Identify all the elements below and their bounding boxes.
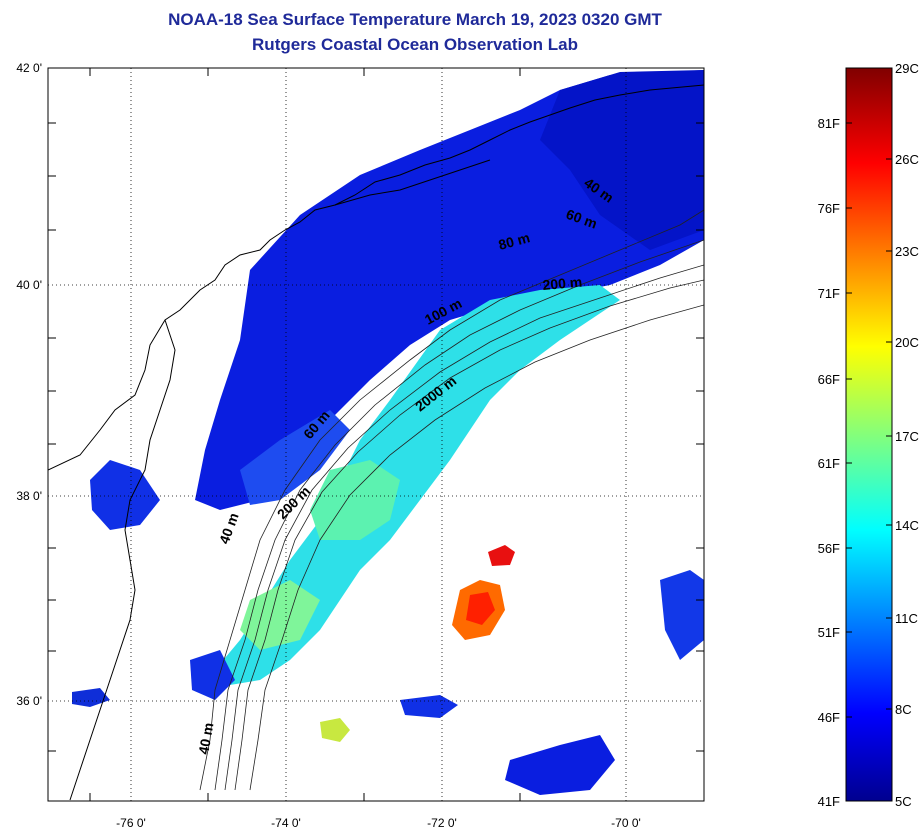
sst-cold-patch-south	[400, 695, 458, 718]
lat-label-38: 38 0'	[16, 489, 42, 503]
contour-200m	[234, 279, 704, 791]
coastline	[48, 84, 704, 471]
sst-hot-eddy-north	[488, 545, 515, 566]
map-subtitle: Rutgers Coastal Ocean Observation Lab	[252, 35, 578, 54]
cb-label-41f: 41F	[818, 794, 840, 809]
cb-label-26c: 26C	[895, 152, 919, 167]
cb-label-29c: 29C	[895, 61, 919, 76]
contour-2000m	[249, 304, 704, 791]
lon-label-70: -70 0'	[611, 816, 641, 830]
sst-warm-patch-south	[240, 580, 320, 650]
sst-warm-small-1	[320, 718, 350, 742]
lat-label-40: 40 0'	[16, 278, 42, 292]
map-plot-area	[48, 70, 704, 801]
cb-label-51f: 51F	[818, 625, 840, 640]
cb-label-17c: 17C	[895, 429, 919, 444]
map-frame	[47, 67, 705, 802]
axis-ticks	[48, 68, 704, 801]
map-title: NOAA-18 Sea Surface Temperature March 19…	[168, 10, 662, 29]
graticule	[48, 68, 704, 801]
sst-gulf-stream-band	[215, 285, 620, 685]
sst-cold-northeast	[540, 70, 704, 250]
coastline-li	[334, 159, 491, 206]
sst-cold-patch-east	[660, 570, 704, 660]
lat-label-42: 42 0'	[16, 61, 42, 75]
cb-label-20c: 20C	[895, 335, 919, 350]
contour-label-40m-south: 40 m	[195, 721, 216, 755]
cb-label-56f: 56F	[818, 541, 840, 556]
lat-label-36: 36 0'	[16, 694, 42, 708]
contour-40m	[199, 209, 704, 791]
contour-label-200m-ne: 200 m	[542, 274, 583, 293]
colorbar: 81F 76F 71F 66F 61F 56F 51F 46F 41F 29C …	[818, 61, 919, 809]
cb-label-61f: 61F	[818, 456, 840, 471]
contour-60m	[214, 239, 704, 791]
cb-label-23c: 23C	[895, 244, 919, 259]
lon-label-74: -74 0'	[271, 816, 301, 830]
cb-label-11c: 11C	[895, 611, 918, 626]
cb-label-66f: 66F	[818, 372, 840, 387]
cb-label-5c: 5C	[895, 794, 912, 809]
sst-cold-patch-offshore	[505, 735, 615, 795]
lon-label-76: -76 0'	[116, 816, 146, 830]
sst-hot-eddy-core	[466, 592, 495, 625]
cb-label-14c: 14C	[895, 518, 919, 533]
sst-cold-shelf-mid	[240, 410, 350, 505]
cb-label-8c: 8C	[895, 702, 912, 717]
contour-80m	[224, 264, 704, 791]
lon-label-72: -72 0'	[427, 816, 457, 830]
cb-label-76f: 76F	[818, 201, 840, 216]
coastline-delmarva	[69, 319, 176, 801]
sst-cold-patch-carolina	[72, 688, 110, 707]
colorbar-gradient	[845, 67, 893, 802]
cb-label-81f: 81F	[818, 116, 840, 131]
contour-label-80m: 80 m	[497, 229, 532, 253]
sst-cold-chesapeake	[90, 460, 160, 530]
contour-label-40m-mid: 40 m	[216, 511, 242, 546]
cb-label-71f: 71F	[818, 286, 840, 301]
sst-cold-patch-small	[190, 650, 235, 700]
cb-label-46f: 46F	[818, 710, 840, 725]
